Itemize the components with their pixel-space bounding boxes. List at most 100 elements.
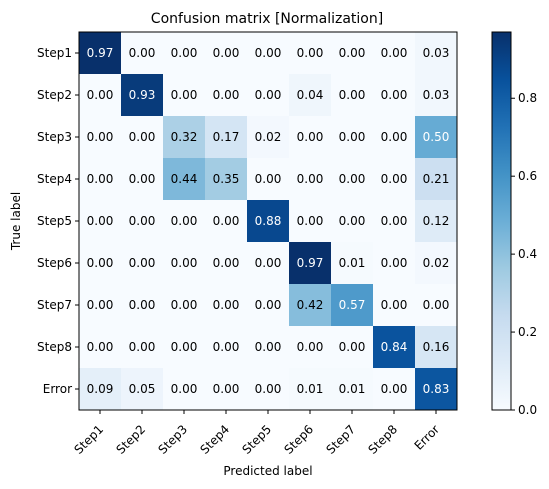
heatmap-cell xyxy=(289,200,332,243)
heatmap-cell xyxy=(205,284,248,327)
heatmap-cell xyxy=(331,242,374,285)
colorbar-tick-label: 0.0 xyxy=(518,403,537,417)
heatmap-cell xyxy=(247,368,290,411)
heatmap-cell xyxy=(205,158,248,201)
heatmap-cell xyxy=(121,368,164,411)
cell-value-label: 0.00 xyxy=(297,130,324,144)
cell-value-label: 0.32 xyxy=(171,130,198,144)
cell-value-label: 0.00 xyxy=(87,256,114,270)
x-tick-label: Step1 xyxy=(71,422,106,457)
cell-value-label: 0.00 xyxy=(297,340,324,354)
heatmap-cell xyxy=(331,74,374,117)
cell-value-label: 0.00 xyxy=(171,214,198,228)
cell-value-label: 0.00 xyxy=(213,382,240,396)
heatmap-cell xyxy=(163,158,206,201)
cell-value-label: 0.50 xyxy=(423,130,450,144)
heatmap-cell xyxy=(415,242,458,285)
heatmap-cell xyxy=(331,200,374,243)
heatmap-cell xyxy=(415,326,458,369)
heatmap-cell xyxy=(373,326,416,369)
heatmap-cell xyxy=(79,116,122,159)
heatmap-cell xyxy=(163,200,206,243)
cell-value-label: 0.00 xyxy=(129,214,156,228)
y-tick-label: Step3 xyxy=(37,130,72,144)
cell-value-label: 0.03 xyxy=(423,88,450,102)
heatmap-cell xyxy=(163,116,206,159)
y-axis-label: True label xyxy=(9,192,23,251)
cell-value-label: 0.03 xyxy=(423,46,450,60)
heatmap-cell xyxy=(247,242,290,285)
y-tick-label: Step1 xyxy=(37,46,72,60)
cell-value-label: 0.00 xyxy=(129,298,156,312)
cell-value-label: 0.00 xyxy=(381,298,408,312)
heatmap-cell xyxy=(373,74,416,117)
heatmap-cell xyxy=(415,284,458,327)
cell-value-label: 0.04 xyxy=(297,88,324,102)
cell-value-label: 0.44 xyxy=(171,172,198,186)
x-tick-label: Step8 xyxy=(365,422,400,457)
heatmap-cell xyxy=(79,368,122,411)
cell-value-label: 0.00 xyxy=(213,46,240,60)
cell-value-label: 0.01 xyxy=(339,382,366,396)
cell-value-label: 0.00 xyxy=(339,130,366,144)
cell-value-label: 0.00 xyxy=(87,130,114,144)
heatmap-cell xyxy=(205,242,248,285)
y-tick-label: Step7 xyxy=(37,298,72,312)
heatmap-cell xyxy=(247,200,290,243)
cell-value-label: 0.02 xyxy=(255,130,282,144)
colorbar-tick-label: 0.8 xyxy=(518,91,537,105)
cell-value-label: 0.00 xyxy=(87,88,114,102)
heatmap-cell xyxy=(163,326,206,369)
cell-value-label: 0.84 xyxy=(381,340,408,354)
cell-value-label: 0.00 xyxy=(339,214,366,228)
heatmap-cell xyxy=(331,368,374,411)
cell-value-label: 0.00 xyxy=(87,298,114,312)
heatmap-cell xyxy=(247,32,290,75)
cell-value-label: 0.00 xyxy=(255,256,282,270)
cell-value-label: 0.00 xyxy=(213,340,240,354)
cell-value-label: 0.00 xyxy=(129,256,156,270)
cell-value-label: 0.17 xyxy=(213,130,240,144)
heatmap-cell xyxy=(289,242,332,285)
cell-value-label: 0.00 xyxy=(129,130,156,144)
cell-value-label: 0.35 xyxy=(213,172,240,186)
cell-value-label: 0.00 xyxy=(339,340,366,354)
heatmap-cell xyxy=(331,158,374,201)
heatmap-cell xyxy=(79,242,122,285)
cell-value-label: 0.00 xyxy=(381,382,408,396)
cell-value-label: 0.00 xyxy=(381,88,408,102)
heatmap-cell xyxy=(205,32,248,75)
x-tick-label: Step4 xyxy=(197,422,232,457)
heatmap-cell xyxy=(79,32,122,75)
cell-value-label: 0.00 xyxy=(213,88,240,102)
heatmap-cell xyxy=(79,326,122,369)
heatmap-cell xyxy=(247,326,290,369)
cell-value-label: 0.00 xyxy=(171,256,198,270)
heatmap-cell xyxy=(415,368,458,411)
heatmap-cell xyxy=(247,284,290,327)
cell-value-label: 0.00 xyxy=(339,46,366,60)
heatmap-cell xyxy=(121,284,164,327)
heatmap-cell xyxy=(331,32,374,75)
heatmap-cell xyxy=(163,242,206,285)
heatmap-cell xyxy=(415,74,458,117)
heatmap-cell xyxy=(163,284,206,327)
cell-value-label: 0.09 xyxy=(87,382,114,396)
heatmap-cell xyxy=(373,158,416,201)
x-tick-label: Step5 xyxy=(239,422,274,457)
colorbar-ticks: 0.0 0.2 0.4 0.6 0.8 xyxy=(511,91,537,417)
heatmap-cell xyxy=(247,116,290,159)
cell-value-label: 0.00 xyxy=(213,214,240,228)
heatmap-cells xyxy=(79,32,458,411)
cell-value-label: 0.00 xyxy=(255,46,282,60)
heatmap-cell xyxy=(79,74,122,117)
heatmap-cell xyxy=(331,284,374,327)
heatmap-cell xyxy=(289,116,332,159)
heatmap-cell xyxy=(163,368,206,411)
cell-value-label: 0.00 xyxy=(213,298,240,312)
cell-value-label: 0.00 xyxy=(129,340,156,354)
heatmap-cell xyxy=(205,74,248,117)
heatmap-cell xyxy=(121,326,164,369)
y-tick-label: Error xyxy=(43,382,72,396)
x-tick-label: Step7 xyxy=(323,422,358,457)
